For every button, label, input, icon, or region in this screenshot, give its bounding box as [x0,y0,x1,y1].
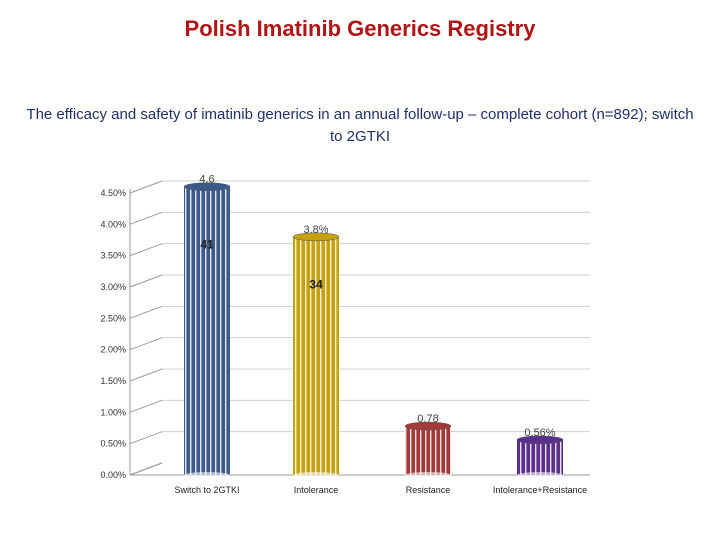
y-tick-label: 1.00% [100,407,126,417]
bar-base [405,472,451,478]
chart-subtitle: The efficacy and safety of imatinib gene… [26,106,694,145]
bar-base [517,472,563,478]
x-tick-label: Resistance [406,485,451,495]
bar-stripes [293,236,339,475]
labels: 4.6 41 Switch to 2GTKI 3.8% 34 Intolerance 0.7… [174,174,587,495]
count-label: 41 [200,237,214,251]
y-tick-label: 1.50% [100,376,126,386]
axis-depth-line [129,462,163,476]
bars [183,182,564,478]
y-tick-label: 4.50% [100,188,126,198]
gridline-diagonal [129,337,163,351]
y-tick-label: 0.00% [100,470,126,480]
bar-top [404,421,452,431]
count-label: 34 [309,277,323,291]
data-label: 0.56% [524,427,555,439]
x-tick-label: Switch to 2GTKI [174,485,239,495]
bar-base [293,472,339,478]
gridlines [129,180,590,476]
gridline-diagonal [129,211,163,225]
bar-top [183,182,231,191]
gridline-diagonal [129,180,163,194]
bar-intolerance [292,232,340,478]
y-axis: 0.00% 0.50% 1.00% 1.50% 2.00% 2.50% 3.00% 3.50%… [100,188,590,480]
y-tick-label: 3.50% [100,251,126,261]
x-tick-label: Intolerance+Resistance [493,485,587,495]
data-label: 4.6 [199,174,214,186]
gridline-diagonal [129,274,163,288]
y-tick-label: 3.00% [100,282,126,292]
page-title: Polish Imatinib Generics Registry [184,16,536,41]
y-tick-label: 4.00% [100,219,126,229]
y-tick-label: 2.00% [100,345,126,355]
bar-top [516,435,564,445]
bar-stripes [184,186,230,475]
bar-stripes [405,426,451,475]
y-tick-label: 2.50% [100,313,126,323]
bar-resistance [404,421,452,478]
gridline-diagonal [129,399,163,413]
data-label: 3.8% [303,224,328,236]
y-tick-label: 0.50% [100,439,126,449]
gridline-diagonal [129,305,163,319]
data-label: 0.78 [417,413,438,425]
gridline-diagonal [129,368,163,382]
bar-base [184,472,230,478]
bar-stripes [517,439,563,475]
x-tick-label: Intolerance [294,485,339,495]
bar-top [292,232,340,242]
gridline-diagonal [129,243,163,257]
gridline-diagonal [129,431,163,445]
bar-switch-to-2gtki [183,182,231,478]
bar-intolerance-resistance [516,435,564,478]
